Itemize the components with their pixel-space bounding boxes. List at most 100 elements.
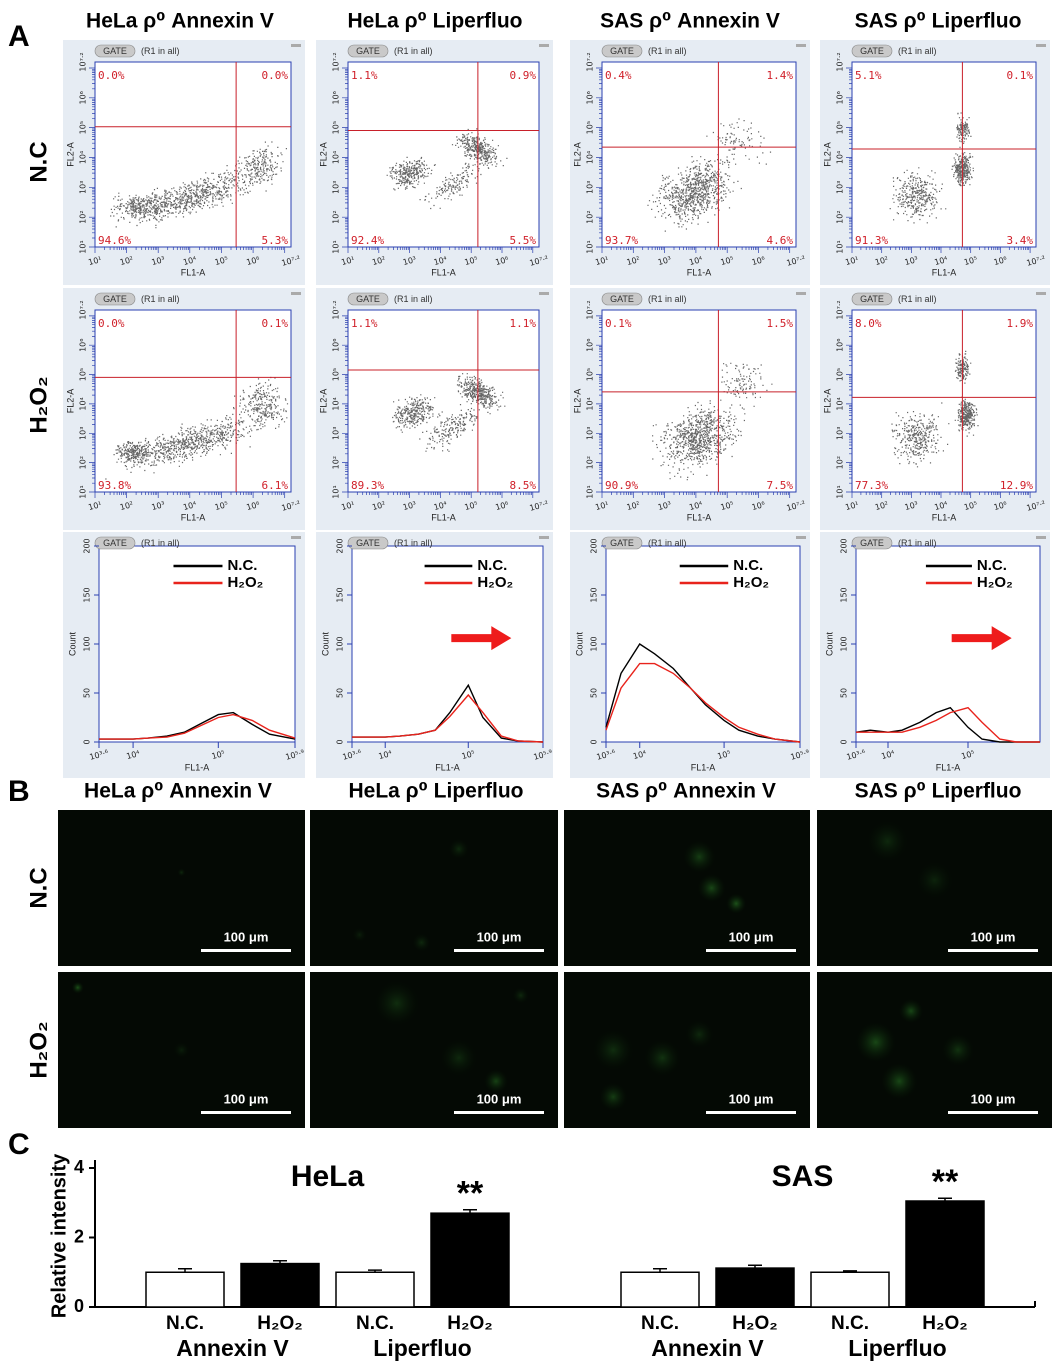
event-cloud (386, 128, 508, 210)
y-tick-label: 10² (332, 210, 341, 223)
y-tick-label: 10³ (836, 427, 845, 440)
panel-handle (1036, 44, 1046, 47)
micrograph (564, 810, 810, 966)
y-tick-label: 10⁷·² (836, 52, 845, 71)
y-tick-label: 10⁵ (586, 121, 595, 134)
x-tick-label: 10⁵ (720, 500, 735, 512)
y-tick-label: 10³ (332, 427, 341, 440)
error-bar (748, 1264, 762, 1269)
y-axis-label: Count (320, 632, 330, 657)
x-axis-label: FL1-A (181, 267, 206, 277)
quadrant-percent: 77.3% (855, 479, 888, 492)
scale-bar-label: 100 μm (729, 1091, 774, 1106)
micrograph (310, 810, 558, 966)
legend-label: N.C. (977, 557, 1007, 574)
fluorescence (412, 933, 431, 952)
y-tick-label: 10⁵ (836, 121, 845, 134)
error-bar (368, 1269, 382, 1273)
gate-note: (R1 in all) (898, 538, 937, 548)
quadrant-percent: 1.5% (767, 317, 794, 330)
plot-area (351, 545, 544, 743)
plot-area (94, 61, 292, 248)
y-tick-label: 4 (74, 1157, 84, 1177)
plot-area (94, 309, 292, 493)
axis-minor-ticks (342, 315, 534, 498)
x-tick-label: 10¹ (594, 500, 609, 512)
error-bar (653, 1268, 667, 1273)
quadrant-percent: 8.0% (855, 317, 882, 330)
y-tick-label: 0 (336, 739, 345, 744)
quadrant-percent: 90.9% (605, 479, 638, 492)
histogram-line (605, 662, 801, 743)
gate-note: (R1 in all) (898, 46, 937, 56)
axis-minor-ticks (846, 67, 1031, 253)
y-tick-label: 10³ (836, 181, 845, 194)
fluorescence (599, 1082, 628, 1111)
gate-note: (R1 in all) (394, 538, 433, 548)
x-tick-label: 10⁶ (245, 255, 260, 267)
y-tick-label: 10² (79, 210, 88, 223)
y-tick-label: 10³ (586, 181, 595, 194)
scale-bar (454, 1111, 544, 1114)
category-label: N.C. (166, 1313, 204, 1334)
x-tick-label: 10⁵ (464, 500, 479, 512)
histogram-line (856, 706, 1040, 743)
panel-handle (539, 292, 549, 295)
x-tick-label: 10³ (402, 255, 417, 267)
x-tick-label: 10⁴ (880, 749, 895, 761)
x-tick-label: 10⁵ (461, 749, 476, 761)
gate-text: GATE (103, 294, 127, 304)
y-axis-label: FL2-A (318, 389, 328, 414)
gate-note: (R1 in all) (394, 294, 433, 304)
y-tick-label: 0 (840, 739, 849, 744)
x-axis-label: FL1-A (691, 762, 716, 772)
quadrant-percent: 12.9% (1000, 479, 1033, 492)
scale-bar (948, 949, 1038, 952)
micrograph (817, 972, 1052, 1128)
y-tick-label: 200 (590, 538, 599, 553)
x-tick-label: 10² (874, 500, 889, 512)
y-tick-label: 50 (336, 688, 345, 698)
scale-bar-label: 100 μm (971, 929, 1016, 944)
fluorescence (512, 987, 529, 1004)
y-tick-label: 10⁶ (836, 339, 845, 352)
group-label: Annexin V (176, 1335, 289, 1361)
gate-badge (94, 536, 136, 550)
fluorescence (855, 1022, 896, 1063)
y-tick-label: 10¹ (586, 240, 595, 253)
y-tick-label: 50 (83, 688, 92, 698)
quadrant-percent: 93.8% (98, 479, 131, 492)
y-tick-label: 10¹ (836, 240, 845, 253)
gate-text: GATE (610, 46, 634, 56)
y-tick-label: 10⁵ (586, 368, 595, 381)
y-tick-label: 0 (590, 739, 599, 744)
event-cloud (889, 112, 974, 224)
x-axis-label: FL1-A (932, 512, 957, 522)
fluorescence (916, 862, 953, 899)
x-axis-label: FL1-A (932, 267, 957, 277)
y-tick-label: 150 (83, 587, 92, 602)
gate-badge (851, 292, 893, 306)
quadrant-percent: 0.9% (510, 69, 537, 82)
x-tick-label: 10⁴ (933, 500, 948, 512)
chart-title: SAS (772, 1160, 834, 1193)
bar (905, 1200, 985, 1308)
bar (715, 1267, 795, 1308)
fluorescence (484, 1069, 508, 1094)
y-tick-label: 150 (336, 587, 345, 602)
significance: ** (457, 1175, 484, 1213)
gate-text: GATE (103, 46, 127, 56)
row-label: H₂O₂ (25, 1021, 52, 1078)
y-axis-label: FL2-A (572, 142, 582, 167)
column-title: SAS ρ⁰ Liperfluo (855, 780, 1022, 803)
y-tick-label: 10⁴ (586, 397, 595, 410)
micrograph (58, 810, 305, 966)
y-tick-label: 200 (83, 538, 92, 553)
y-tick-label: 10⁴ (836, 151, 845, 164)
scale-bar (454, 949, 544, 952)
scale-bar (706, 949, 796, 952)
quadrant-percent: 5.5% (510, 234, 537, 247)
x-tick-label: 10³ (657, 255, 672, 267)
y-tick-label: 10² (586, 456, 595, 469)
